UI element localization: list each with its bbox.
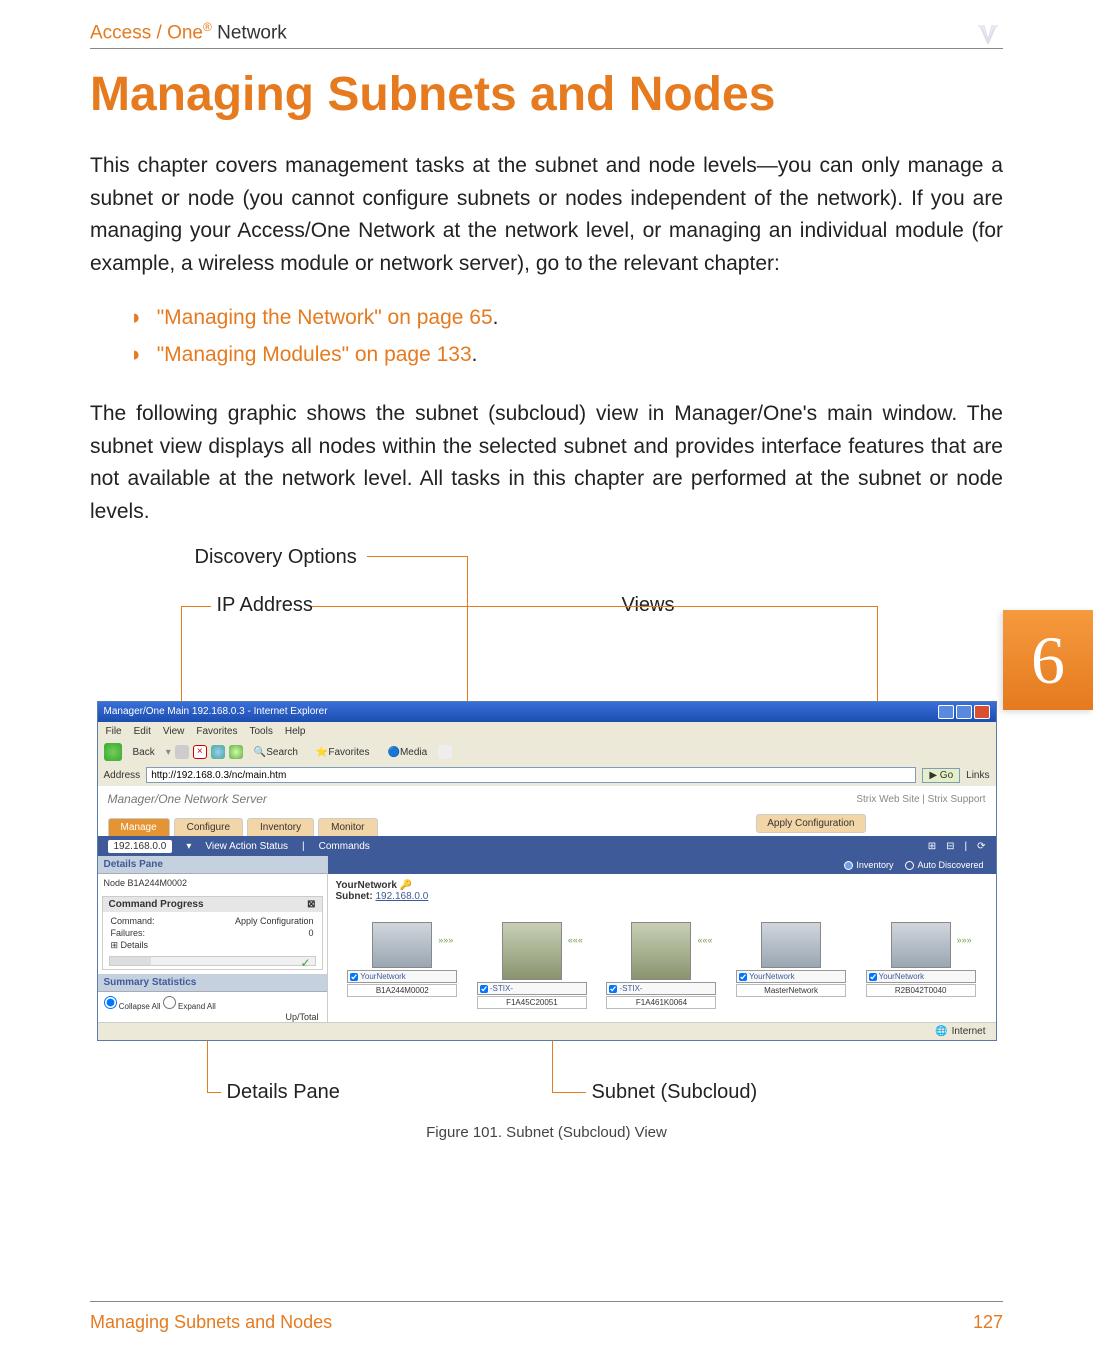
window-titlebar: Manager/One Main 192.168.0.3 - Internet … — [98, 702, 996, 722]
links-label: Links — [966, 770, 989, 781]
tree-icon[interactable]: ⊟ — [946, 841, 954, 852]
app-links[interactable]: Strix Web Site | Strix Support — [856, 794, 985, 805]
canvas-pane: Inventory Auto Discovered YourNetwork 🔑 … — [328, 856, 996, 1041]
network-node[interactable]: »»» YourNetwork B1A244M0002 — [347, 922, 457, 1009]
network-label: YourNetwork 🔑 Subnet: 192.168.0.0 — [336, 880, 429, 902]
progress-bar: ✓ — [109, 956, 316, 966]
tab-configure[interactable]: Configure — [174, 818, 243, 836]
collapse-radio[interactable] — [104, 996, 117, 1009]
refresh-icon[interactable]: ⟳ — [977, 841, 985, 852]
ie-toolbar: Back ▾ × 🔍Search ⭐Favorites 🔵Media — [98, 740, 996, 764]
menubar: File Edit View Favorites Tools Help — [98, 722, 996, 740]
ip-box[interactable]: 192.168.0.0 — [108, 840, 173, 853]
menu-item[interactable]: File — [106, 726, 122, 737]
app-header: Manager/One Network Server Strix Web Sit… — [98, 786, 996, 812]
summary-stats-title: Summary Statistics — [98, 974, 327, 992]
chapter-number-tab: 6 — [1003, 610, 1093, 710]
window-title: Manager/One Main 192.168.0.3 - Internet … — [104, 702, 328, 722]
antenna-icon — [973, 24, 1003, 44]
brand-label: Access / One® Network — [90, 20, 287, 44]
command-progress: Command Progress⊠ Command:Apply Configur… — [102, 896, 323, 970]
view-bar: Inventory Auto Discovered — [328, 856, 996, 874]
menu-item[interactable]: Favorites — [196, 726, 237, 737]
callout-subnet: Subnet (Subcloud) — [592, 1081, 758, 1104]
view-icon[interactable]: ⊞ — [928, 841, 936, 852]
address-label: Address — [104, 770, 141, 781]
close-button[interactable] — [974, 705, 990, 719]
back-button[interactable]: Back — [126, 745, 162, 760]
list-item: "Managing Modules" on page 133. — [130, 336, 1003, 374]
figure-caption: Figure 101. Subnet (Subcloud) View — [90, 1124, 1003, 1141]
node-label: Node B1A244M0002 — [98, 874, 327, 892]
intro-paragraph: This chapter covers management tasks at … — [90, 150, 1003, 280]
close-panel-icon[interactable]: ⊠ — [307, 899, 315, 910]
app-screenshot: Manager/One Main 192.168.0.3 - Internet … — [97, 701, 997, 1041]
view-action-status[interactable]: View Action Status — [205, 841, 288, 852]
search-button[interactable]: 🔍Search — [247, 745, 305, 760]
callout-details: Details Pane — [227, 1081, 340, 1104]
tab-manage[interactable]: Manage — [108, 818, 170, 836]
history-icon[interactable] — [438, 745, 452, 759]
link-text[interactable]: "Managing Modules" on page 133 — [157, 343, 472, 366]
apply-button[interactable]: Apply Configuration — [756, 814, 865, 833]
node-row: »»» YourNetwork B1A244M0002 ««« -STIX- F… — [338, 922, 986, 1009]
go-button[interactable]: ▶ Go — [922, 768, 960, 783]
network-node[interactable]: ««« -STIX- F1A45C20051 — [477, 922, 587, 1009]
chapter-title: Managing Subnets and Nodes — [90, 67, 1003, 122]
callout-ip: IP Address — [217, 594, 313, 617]
menu-item[interactable]: Help — [285, 726, 306, 737]
menu-item[interactable]: Tools — [249, 726, 272, 737]
maximize-button[interactable] — [956, 705, 972, 719]
tab-monitor[interactable]: Monitor — [318, 818, 377, 836]
address-bar: Address ▶ Go Links — [98, 764, 996, 786]
stop-icon[interactable]: × — [193, 745, 207, 759]
media-button[interactable]: 🔵Media — [380, 745, 434, 760]
internet-icon: 🌐 — [935, 1026, 947, 1037]
expand-radio[interactable] — [163, 996, 176, 1009]
footer-left: Managing Subnets and Nodes — [90, 1312, 332, 1333]
command-bar: 192.168.0.0 ▾ View Action Status | Comma… — [98, 836, 996, 856]
details-pane-title: Details Pane — [98, 856, 327, 874]
page-header: Access / One® Network — [90, 20, 1003, 49]
footer-page-number: 127 — [973, 1312, 1003, 1333]
network-node[interactable]: ««« -STIX- F1A461K0064 — [606, 922, 716, 1009]
favorites-button[interactable]: ⭐Favorites — [309, 745, 377, 760]
details-pane: Details Pane Node B1A244M0002 Command Pr… — [98, 856, 328, 1041]
network-node[interactable]: YourNetwork MasterNetwork — [736, 922, 846, 1009]
brand-suffix: Network — [212, 22, 287, 43]
link-text[interactable]: "Managing the Network" on page 65 — [157, 306, 493, 329]
tab-bar: Manage Configure Inventory Monitor Apply… — [98, 812, 996, 836]
page-footer: Managing Subnets and Nodes 127 — [90, 1301, 1003, 1333]
tab-inventory[interactable]: Inventory — [247, 818, 314, 836]
app-title: Manager/One Network Server — [108, 792, 267, 806]
brand-sup: ® — [203, 20, 212, 34]
forward-icon[interactable] — [175, 745, 189, 759]
home-icon[interactable] — [229, 745, 243, 759]
link-list: "Managing the Network" on page 65. "Mana… — [90, 299, 1003, 375]
address-input[interactable] — [146, 767, 916, 783]
minimize-button[interactable] — [938, 705, 954, 719]
callout-discovery: Discovery Options — [195, 546, 357, 569]
brand-prefix: Access / One — [90, 22, 203, 43]
list-item: "Managing the Network" on page 65. — [130, 299, 1003, 337]
status-bar: 🌐 Internet — [98, 1022, 996, 1040]
figure-diagram: Discovery Options IP Address Views Detai… — [92, 546, 1002, 1106]
subnet-link[interactable]: 192.168.0.0 — [376, 891, 429, 902]
back-icon[interactable] — [104, 743, 122, 761]
network-node[interactable]: »»» YourNetwork R2B042T0040 — [866, 922, 976, 1009]
refresh-icon[interactable] — [211, 745, 225, 759]
menu-item[interactable]: View — [163, 726, 185, 737]
menu-item[interactable]: Edit — [134, 726, 151, 737]
second-paragraph: The following graphic shows the subnet (… — [90, 398, 1003, 528]
commands-link[interactable]: Commands — [319, 841, 370, 852]
